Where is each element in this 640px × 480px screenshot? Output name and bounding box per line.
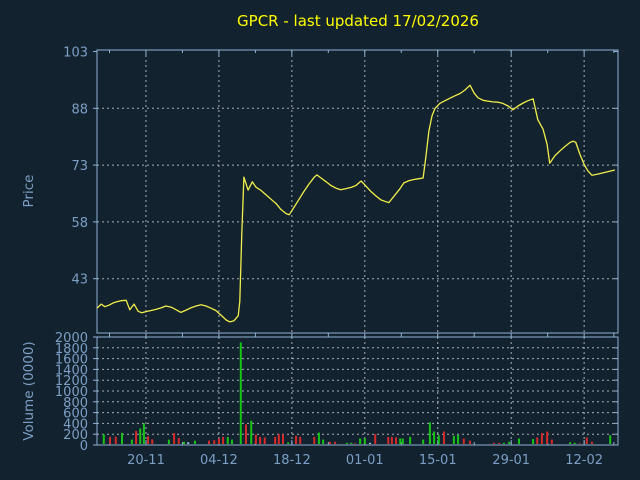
volume-ytick-label: 200 [63, 428, 88, 443]
price-ytick-label: 58 [71, 216, 88, 231]
volume-ytick-label: 1800 [55, 342, 88, 357]
x-tick-label: 20-11 [127, 453, 165, 468]
x-tick-label: 15-01 [419, 453, 457, 468]
x-tick-label: 12-02 [565, 453, 603, 468]
price-panel-border [96, 49, 619, 334]
volume-ytick-label: 0 [80, 439, 88, 454]
price-ytick-label: 43 [71, 273, 88, 288]
volume-axis-title: Volume (0000) [21, 341, 37, 440]
volume-ytick-label: 800 [63, 396, 88, 411]
volume-ytick-label: 2000 [55, 331, 88, 346]
price-ytick-label: 103 [63, 46, 88, 61]
price-ytick-label: 88 [71, 102, 88, 117]
x-tick-label: 01-01 [346, 453, 384, 468]
x-tick-label: 18-12 [273, 453, 311, 468]
volume-ytick-label: 400 [63, 417, 88, 432]
volume-ytick-label: 1000 [55, 385, 88, 400]
gridlines [97, 50, 618, 445]
x-tick-label: 04-12 [200, 453, 238, 468]
volume-ytick-label: 1600 [55, 353, 88, 368]
volume-ytick-label: 1400 [55, 363, 88, 378]
price-ytick-label: 73 [71, 159, 88, 174]
chart-title: GPCR - last updated 17/02/2026 [237, 12, 479, 30]
price-axis-title: Price [21, 175, 37, 208]
volume-ytick-label: 1200 [55, 374, 88, 389]
price-line [96, 84, 616, 323]
axis-labels: 43 58 73 88 103 02004006008001000120014001600… [21, 46, 603, 469]
plot-panels [93, 49, 619, 446]
volume-ytick-label: 600 [63, 407, 88, 422]
x-tick-label: 29-01 [492, 453, 530, 468]
